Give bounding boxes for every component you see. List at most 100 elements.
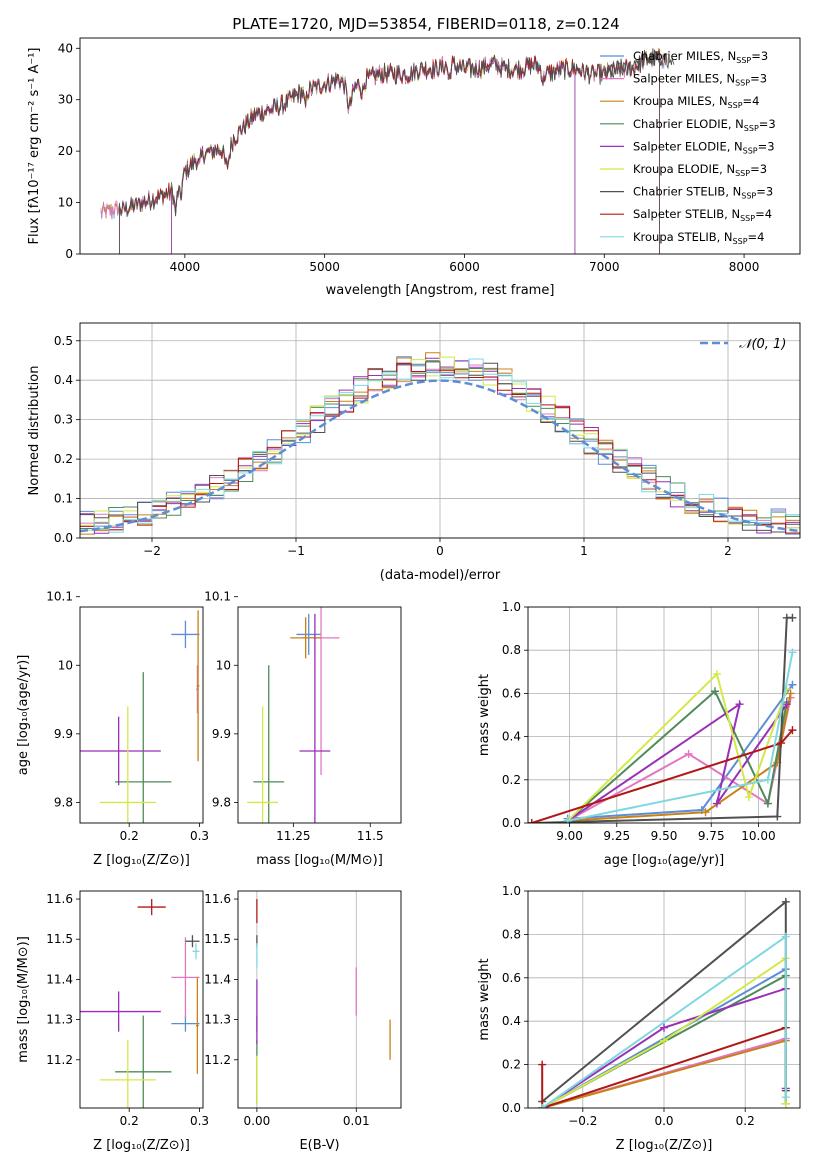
axes-frame xyxy=(527,890,801,1109)
y-tick-label: 9.9 xyxy=(54,727,73,741)
normal-distribution-curve xyxy=(80,379,800,533)
x-tick-label: 11.5 xyxy=(357,829,384,843)
weight-point xyxy=(773,812,782,821)
y-axis-label: Normed distribution xyxy=(27,366,42,496)
x-tick-label: 9.75 xyxy=(698,829,725,843)
weight-point xyxy=(781,932,790,941)
axes-wz: −0.2 0.0 0.2 0.0 0.2 0.4 0.6 0.8 1.0 Z [log₁₀(Z/Z… xyxy=(477,884,801,1153)
y-tick-label: 11.3 xyxy=(204,1013,231,1027)
plot-area-ebvmass xyxy=(256,891,391,1108)
x-tick-label: 0.2 xyxy=(120,829,139,843)
x-tick-label: 0.3 xyxy=(190,829,209,843)
weight-series-line xyxy=(541,1026,787,1108)
y-tick-label: 9.9 xyxy=(212,727,231,741)
y-tick-label: 10.1 xyxy=(46,590,73,604)
x-axis-label: mass [log₁₀(M/M⊙)] xyxy=(256,853,383,868)
weight-point xyxy=(538,1060,547,1069)
axes-frame xyxy=(79,37,801,255)
y-tick-label: 0.4 xyxy=(502,1014,521,1028)
x-axis-label: E(B-V) xyxy=(299,1138,339,1153)
y-tick-label: 11.4 xyxy=(204,972,231,986)
weight-point xyxy=(660,1023,668,1032)
residual-histogram xyxy=(80,358,800,535)
y-tick-label: 0.2 xyxy=(502,1058,521,1072)
y-tick-label: 0.4 xyxy=(502,730,521,744)
y-tick-label: 10 xyxy=(58,196,73,210)
y-tick-label: 11.3 xyxy=(46,1013,73,1027)
figure-title: PLATE=1720, MJD=53854, FIBERID=0118, z=0… xyxy=(232,15,619,33)
x-tick-label: 6000 xyxy=(449,260,480,274)
y-tick-label: 11.6 xyxy=(204,892,231,906)
x-tick-label: 0.01 xyxy=(343,1114,370,1128)
y-tick-label: 0.2 xyxy=(54,452,73,466)
y-tick-label: 9.8 xyxy=(54,795,73,809)
y-tick-label: 11.5 xyxy=(46,932,73,946)
weight-point xyxy=(781,1093,790,1102)
x-tick-label: 9.00 xyxy=(556,829,583,843)
y-tick-label: 0.0 xyxy=(502,1101,521,1115)
x-tick-label: −0.2 xyxy=(568,1114,597,1128)
x-tick-label: 10.00 xyxy=(741,829,775,843)
weight-point xyxy=(538,1104,547,1108)
x-tick-label: 4000 xyxy=(170,260,201,274)
weight-point xyxy=(711,687,719,696)
x-tick-label: 0.2 xyxy=(120,1114,139,1128)
weight-point xyxy=(563,816,572,823)
x-axis-label: (data-model)/error xyxy=(380,568,501,583)
weight-point xyxy=(763,799,772,808)
x-tick-label: 0.2 xyxy=(736,1114,755,1128)
weight-series-line xyxy=(567,693,792,822)
plot-area-residuals xyxy=(80,323,800,538)
weight-point xyxy=(788,648,797,657)
plot-area-massage xyxy=(247,607,340,823)
y-tick-label: 20 xyxy=(58,144,73,158)
weight-point xyxy=(735,700,744,709)
y-tick-label: 1.0 xyxy=(502,600,521,614)
y-tick-label: 10 xyxy=(58,658,73,672)
legend-entry: Kroupa ELODIE, NSSP=3 xyxy=(633,162,767,178)
weight-point xyxy=(528,819,536,823)
y-tick-label: 0.8 xyxy=(502,927,521,941)
x-tick-label: 9.50 xyxy=(651,829,678,843)
spectrum-series-line xyxy=(119,48,660,254)
y-tick-label: 0 xyxy=(65,247,73,261)
y-tick-label: 0.1 xyxy=(54,492,73,506)
weight-series-line xyxy=(567,701,788,822)
legend-entry: Salpeter MILES, NSSP=3 xyxy=(633,72,767,88)
axes-frame xyxy=(527,606,801,824)
observed-spectrum-line xyxy=(603,51,675,79)
legend-entry: Kroupa STELIB, NSSP=4 xyxy=(633,230,764,246)
x-tick-label: 9.25 xyxy=(603,829,630,843)
axes-residuals: −2 −1 0 1 2 0.0 0.1 0.2 0.3 0.4 0.5 (data-model)/er… xyxy=(27,322,801,583)
x-tick-label: −1 xyxy=(287,544,305,558)
weight-point xyxy=(701,808,710,817)
weight-point xyxy=(786,689,795,698)
legend-entry: Salpeter STELIB, NSSP=4 xyxy=(633,207,772,223)
x-tick-label: 11.25 xyxy=(276,829,310,843)
plot-area-spectrum xyxy=(100,48,675,254)
legend-entry: 𝒩(0, 1) xyxy=(739,337,786,352)
weight-point xyxy=(781,897,790,906)
legend-entry: Chabrier STELIB, NSSP=3 xyxy=(633,185,773,201)
weight-point xyxy=(788,613,797,622)
weight-point xyxy=(788,726,797,735)
y-tick-label: 40 xyxy=(58,41,73,55)
y-tick-label: 0.6 xyxy=(502,971,521,985)
axes-frame xyxy=(79,890,204,1109)
x-axis-label: Z [log₁₀(Z/Z⊙)] xyxy=(93,853,190,868)
spectrum-legend: Chabrier MILES, NSSP=3 Salpeter MILES, NS… xyxy=(600,49,776,246)
y-tick-label: 11.4 xyxy=(46,972,73,986)
x-tick-label: 5000 xyxy=(309,260,340,274)
weight-point xyxy=(660,1036,668,1045)
x-tick-label: −2 xyxy=(143,544,161,558)
axes-zage: 0.2 0.3 9.8 9.9 10 10.1 Z [log₁₀(Z/Z⊙)] age [lo… xyxy=(16,590,209,868)
legend-entry: Chabrier ELODIE, NSSP=3 xyxy=(633,117,776,133)
y-tick-label: 11.2 xyxy=(46,1053,73,1067)
x-tick-label: 8000 xyxy=(729,260,760,274)
x-tick-label: 7000 xyxy=(589,260,620,274)
plot-area-zmass xyxy=(80,899,200,1108)
y-tick-label: 9.8 xyxy=(212,795,231,809)
weight-point xyxy=(763,775,772,784)
weight-series-line xyxy=(566,672,788,822)
residual-legend: 𝒩(0, 1) xyxy=(700,337,786,352)
